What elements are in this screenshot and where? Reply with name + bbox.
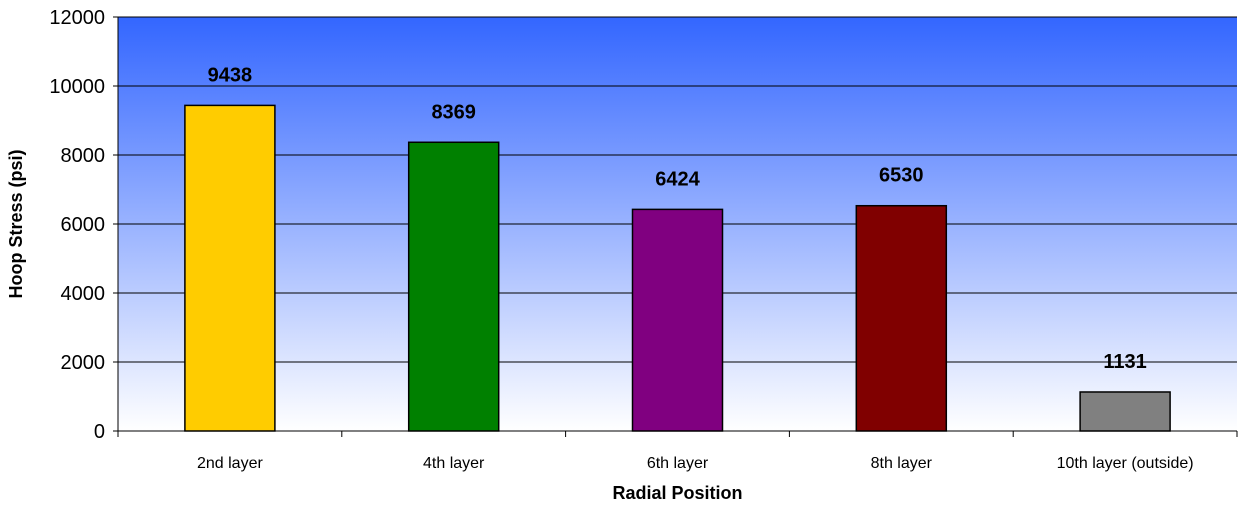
x-tick-label: 8th layer bbox=[871, 455, 933, 472]
x-tick-label: 2nd layer bbox=[197, 455, 263, 472]
bar bbox=[184, 104, 276, 432]
y-tick-label: 12000 bbox=[49, 7, 105, 29]
bar bbox=[407, 141, 500, 432]
data-label: 9438 bbox=[208, 64, 253, 86]
x-tick-label: 10th layer (outside) bbox=[1057, 455, 1194, 472]
bar bbox=[855, 204, 948, 432]
y-axis-title: Hoop Stress (psi) bbox=[6, 149, 26, 298]
data-label: 6424 bbox=[655, 168, 700, 190]
x-axis-title: Radial Position bbox=[612, 483, 742, 503]
labels: 0 2000 4000 6000 8000 10000 12000 9438 2nd layer… bbox=[49, 7, 1193, 472]
axes bbox=[113, 16, 1238, 437]
y-tick-label: 0 bbox=[94, 421, 105, 443]
y-tick-label: 4000 bbox=[61, 283, 106, 305]
data-label: 6530 bbox=[879, 165, 924, 187]
y-tick-label: 10000 bbox=[49, 76, 105, 98]
data-label: 8369 bbox=[431, 101, 476, 123]
y-tick-label: 2000 bbox=[61, 352, 106, 374]
x-tick-label: 4th layer bbox=[423, 455, 485, 472]
bar bbox=[1079, 391, 1171, 432]
data-label: 1131 bbox=[1103, 351, 1146, 373]
y-tick-label: 6000 bbox=[61, 214, 106, 236]
y-tick-label: 8000 bbox=[61, 145, 106, 167]
bar bbox=[631, 208, 724, 432]
x-tick-label: 6th layer bbox=[647, 455, 709, 472]
